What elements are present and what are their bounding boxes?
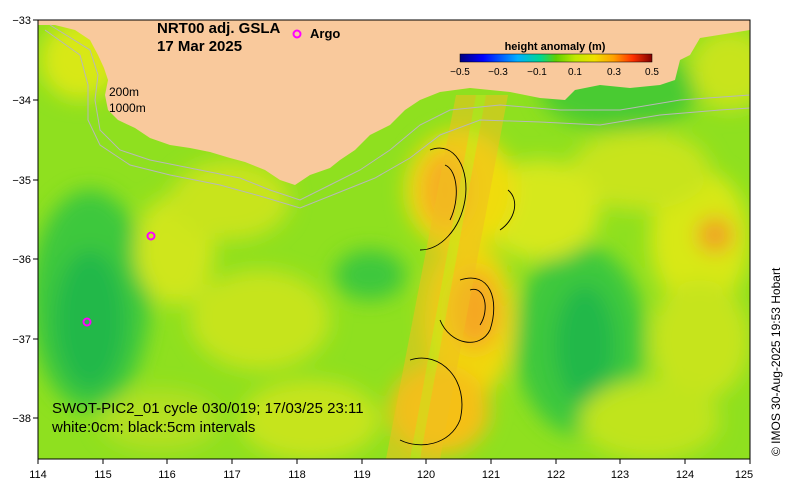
swot-pass-info: SWOT-PIC2_01 cycle 030/019; 17/03/25 23:… [52,400,364,417]
argo-float-marker [82,317,92,327]
colorbar-title: height anomaly (m) [505,41,606,53]
y-tick-label: −36 [12,254,31,266]
colorbar-tick: −0.3 [488,67,508,78]
swot-swath [386,95,508,459]
y-tick-label: −38 [12,413,31,425]
x-tick-label: 122 [547,469,565,481]
colorbar-gradient [459,53,653,63]
isobath-label-200m: 200m [109,85,139,99]
map-title: NRT00 adj. GSLA [157,20,281,37]
x-tick-label: 117 [223,469,241,481]
y-tick-label: −34 [12,95,31,107]
x-axis: 114 115 116 117 118 119 120 121 122 123 … [29,459,753,481]
x-tick-label: 119 [353,469,371,481]
argo-float-marker [146,231,156,241]
argo-legend-icon [292,29,302,39]
colorbar-tick: −0.5 [450,67,470,78]
y-tick-label: −35 [12,175,31,187]
argo-floats [82,231,156,327]
map-field [38,20,750,459]
y-tick-label: −37 [12,334,31,346]
x-tick-label: 120 [417,469,435,481]
imos-credit: © IMOS 30-Aug-2025 19:53 Hobart [769,267,783,456]
y-tick-label: −33 [12,15,31,27]
isobath-label-1000m: 1000m [109,101,146,115]
colorbar-tick: 0.5 [645,67,659,78]
isobaths [44,24,750,209]
x-tick-label: 118 [288,469,306,481]
contours [399,147,516,446]
colorbar-tick: 0.1 [568,67,582,78]
contour-interval-note: white:0cm; black:5cm intervals [51,419,255,436]
x-tick-label: 116 [158,469,176,481]
map-date: 17 Mar 2025 [157,38,242,55]
x-tick-label: 114 [29,469,47,481]
plot-frame [37,19,751,460]
x-tick-label: 121 [482,469,500,481]
x-tick-label: 115 [94,469,112,481]
x-tick-label: 124 [676,469,694,481]
y-axis: −33 −34 −35 −36 −37 −38 [12,15,38,425]
x-tick-label: 123 [611,469,629,481]
argo-legend-label: Argo [310,26,340,41]
colorbar-tick: 0.3 [607,67,621,78]
colorbar-tick: −0.1 [527,67,547,78]
x-tick-label: 125 [735,469,753,481]
colorbar: height anomaly (m) −0.5 −0.3 −0.1 0.1 0.… [450,41,659,78]
